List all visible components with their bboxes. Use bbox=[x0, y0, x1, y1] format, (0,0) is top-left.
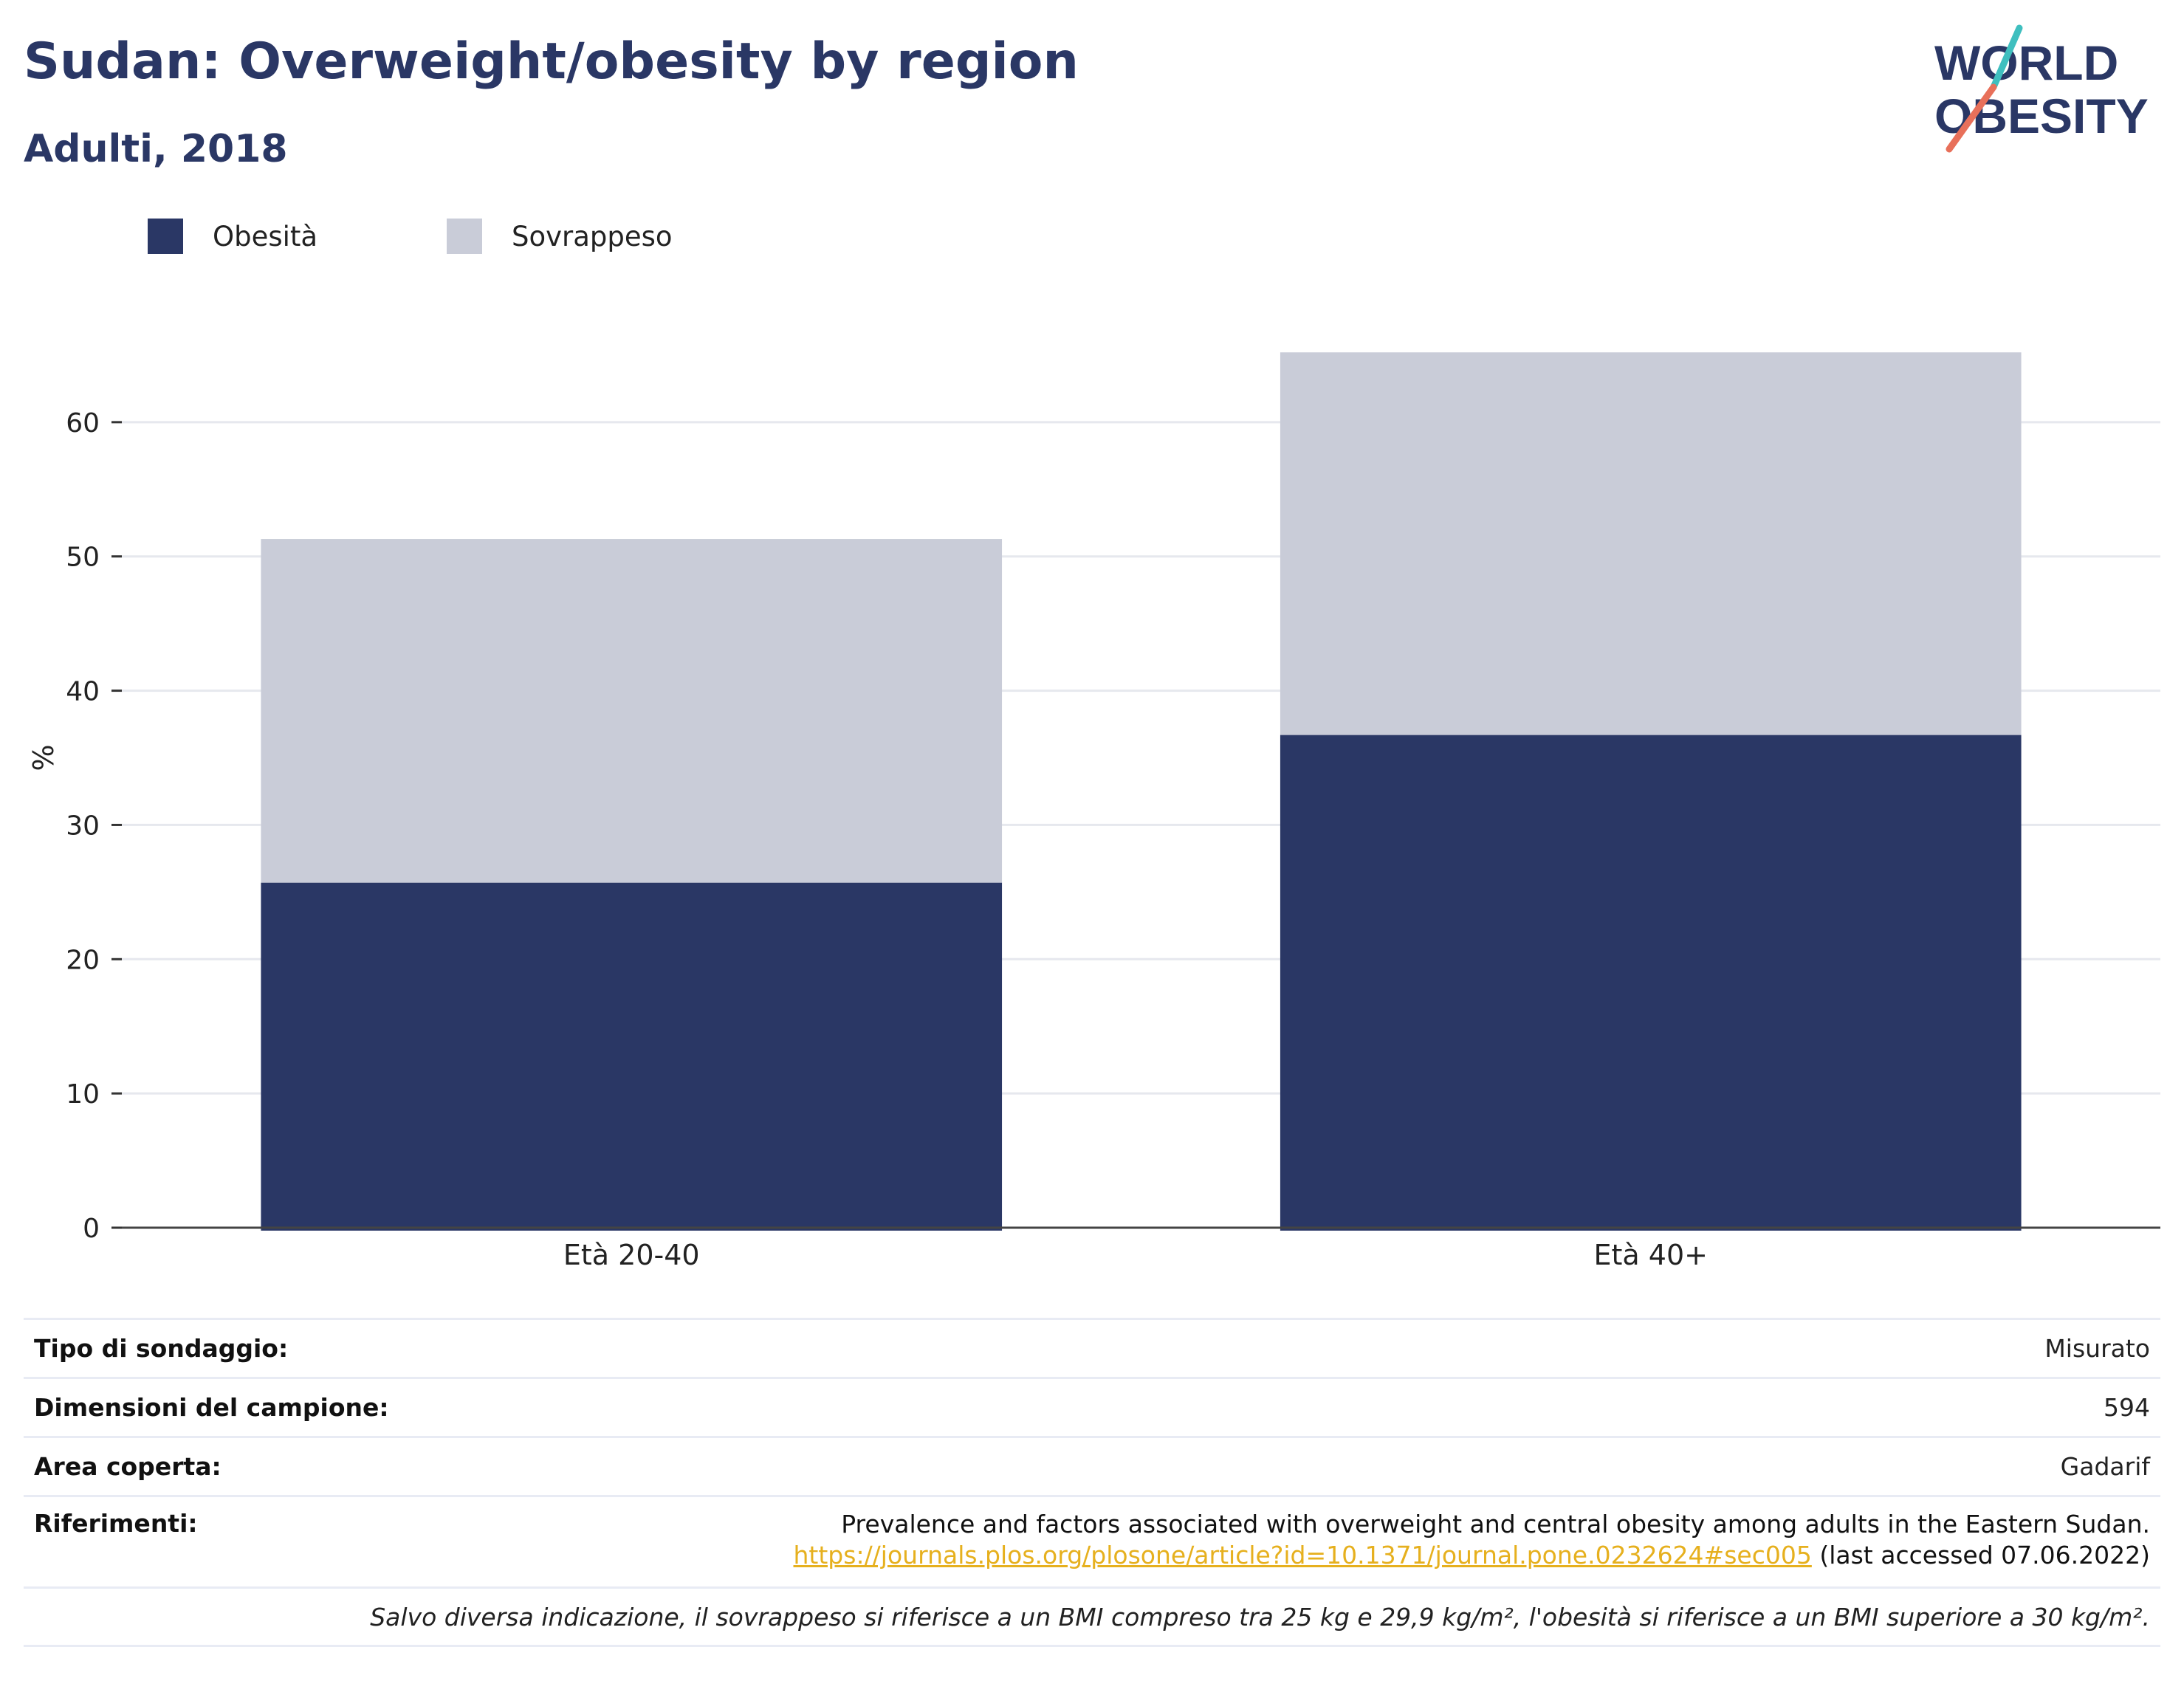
world-obesity-logo: WORLD OBESITY bbox=[1934, 24, 2149, 153]
x-tick-label: Età 20-40 bbox=[563, 1239, 700, 1271]
bar-overweight-0 bbox=[261, 539, 1003, 883]
chart-title: Sudan: Overweight/obesity by region bbox=[24, 32, 1079, 91]
legend-item-overweight[interactable]: Sovrappeso bbox=[447, 219, 673, 254]
logo-line1: WORLD bbox=[1934, 35, 2118, 90]
sample-size-value: 594 bbox=[2104, 1393, 2150, 1422]
references-value: Prevalence and factors associated with o… bbox=[794, 1509, 2150, 1571]
y-tick-label: 0 bbox=[83, 1214, 100, 1244]
y-tick-label: 40 bbox=[66, 677, 100, 707]
logo-slash-coral bbox=[1946, 83, 1997, 153]
y-tick-label: 50 bbox=[66, 543, 100, 573]
legend-swatch-obesity bbox=[148, 219, 183, 254]
y-tick-label: 30 bbox=[66, 811, 100, 841]
survey-info-table: Tipo di sondaggio: Misurato Dimensioni d… bbox=[24, 1318, 2160, 1647]
bar-obesity-0 bbox=[261, 882, 1003, 1231]
survey-type-value: Misurato bbox=[2044, 1334, 2150, 1363]
chart-subtitle: Adulti, 2018 bbox=[24, 127, 288, 171]
legend-swatch-overweight bbox=[447, 219, 482, 254]
y-tick-label: 10 bbox=[66, 1079, 100, 1110]
info-row-sample-size: Dimensioni del campione: 594 bbox=[24, 1377, 2160, 1436]
sample-size-label: Dimensioni del campione: bbox=[34, 1393, 389, 1422]
stacked-bar-chart: 0 10 20 30 40 50 60% Età 20-40 Età 40+ bbox=[27, 352, 2160, 1271]
area-value: Gadarif bbox=[2060, 1452, 2150, 1481]
area-label: Area coperta: bbox=[34, 1452, 222, 1481]
survey-type-label: Tipo di sondaggio: bbox=[34, 1334, 289, 1363]
y-axis-label: % bbox=[27, 744, 60, 771]
info-row-references: Riferimenti: Prevalence and factors asso… bbox=[24, 1495, 2160, 1586]
legend-label-obesity: Obesità bbox=[213, 220, 318, 252]
logo-slash-teal bbox=[1990, 24, 2023, 91]
reference-accessed: (last accessed 07.06.2022) bbox=[1819, 1541, 2150, 1569]
bmi-footnote: Salvo diversa indicazione, il sovrappeso… bbox=[24, 1586, 2160, 1647]
references-label: Riferimenti: bbox=[34, 1509, 198, 1538]
reference-title: Prevalence and factors associated with o… bbox=[841, 1510, 2150, 1538]
y-tick-label: 60 bbox=[66, 408, 100, 439]
reference-link-line: https://journals.plos.org/plosone/articl… bbox=[794, 1540, 2150, 1571]
x-tick-label: Età 40+ bbox=[1594, 1239, 1708, 1271]
y-tick-label: 20 bbox=[66, 945, 100, 975]
legend-label-overweight: Sovrappeso bbox=[512, 220, 673, 252]
legend-item-obesity[interactable]: Obesità bbox=[148, 219, 317, 254]
info-row-survey-type: Tipo di sondaggio: Misurato bbox=[24, 1318, 2160, 1377]
info-row-area: Area coperta: Gadarif bbox=[24, 1436, 2160, 1495]
bar-obesity-1 bbox=[1280, 735, 2022, 1231]
reference-link[interactable]: https://journals.plos.org/plosone/articl… bbox=[793, 1541, 1812, 1569]
bar-overweight-1 bbox=[1280, 352, 2022, 735]
logo-line2: OBESITY bbox=[1934, 89, 2149, 143]
